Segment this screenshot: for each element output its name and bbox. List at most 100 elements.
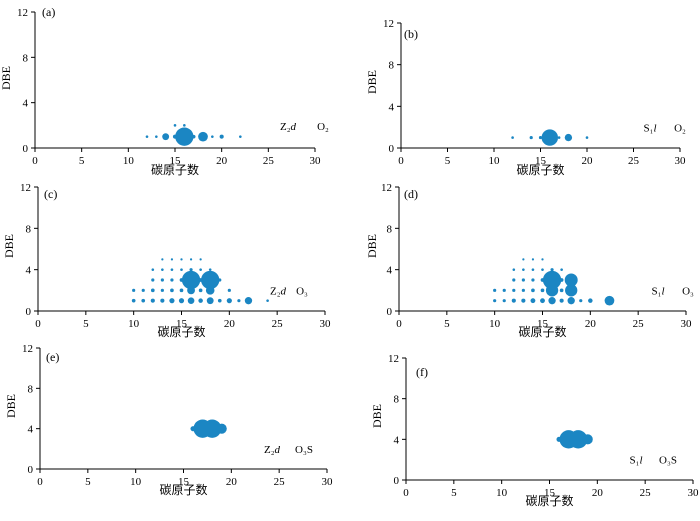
y-tick-label: 0 [23, 143, 29, 155]
data-point-bubble [529, 135, 533, 140]
data-point-bubble [132, 288, 136, 292]
data-point-bubble [189, 258, 193, 261]
x-axis-label: 碳原子数 [518, 324, 566, 339]
y-axis-label: DBE [2, 234, 16, 258]
x-tick-label: 30 [681, 318, 693, 330]
compound-class-annotation: O₂ [317, 121, 329, 133]
data-point-bubble [512, 278, 516, 282]
x-tick-label: 5 [444, 318, 450, 330]
data-point-bubble [493, 299, 497, 303]
data-point-bubble [150, 298, 155, 303]
data-point-bubble [564, 133, 573, 142]
panel-label: (b) [404, 27, 418, 41]
formation-annotation: S₁l [651, 285, 664, 297]
x-tick-label: 0 [398, 155, 404, 167]
data-point-bubble [521, 298, 526, 303]
data-point-bubble [199, 268, 202, 271]
y-tick-label: 12 [383, 18, 394, 30]
data-point-bubble [170, 268, 174, 271]
data-point-bubble [511, 298, 516, 303]
data-point-bubble [208, 268, 212, 271]
data-point-bubble [141, 298, 146, 303]
formation-annotation: Z₂d [264, 444, 281, 456]
x-tick-label: 20 [216, 155, 228, 167]
x-tick-label: 25 [628, 155, 640, 167]
data-point-bubble [557, 136, 561, 139]
y-tick-label: 12 [22, 343, 33, 355]
x-tick-label: 10 [128, 318, 140, 330]
data-point-bubble [199, 258, 202, 261]
x-tick-label: 25 [640, 487, 652, 499]
x-axis-label: 碳原子数 [151, 162, 199, 177]
data-point-bubble [180, 258, 183, 261]
data-point-bubble [160, 288, 164, 292]
data-point-bubble [181, 270, 201, 290]
data-point-bubble [131, 298, 136, 303]
data-point-bubble [530, 298, 536, 304]
data-point-bubble [604, 295, 615, 306]
x-tick-label: 25 [633, 318, 645, 330]
data-point-bubble [266, 299, 269, 302]
data-point-bubble [151, 278, 155, 282]
compound-class-annotation: O₃ [682, 285, 694, 297]
chart-panel-4: 0 5 10 15 20 25 30 0 4 8 12 DBE 碳原子数 (d) S₁l O₃ [365, 182, 694, 339]
data-point-bubble [522, 258, 525, 261]
y-tick-label: 4 [389, 101, 395, 113]
y-axis-label: DBE [365, 234, 379, 258]
compound-class-annotation: O₃S [659, 455, 677, 467]
data-point-bubble [160, 298, 165, 303]
data-point-bubble [187, 297, 195, 304]
data-point-bubble [206, 297, 214, 305]
data-point-bubble [162, 133, 170, 141]
x-tick-label: 5 [451, 487, 457, 499]
data-point-bubble [541, 129, 559, 146]
x-tick-label: 10 [123, 155, 135, 167]
y-tick-label: 0 [387, 306, 393, 318]
x-tick-label: 30 [688, 487, 700, 499]
data-point-bubble [540, 298, 545, 304]
x-axis-label: 碳原子数 [516, 162, 564, 177]
panel-label: (e) [46, 350, 59, 364]
data-point-bubble [564, 273, 578, 287]
x-tick-label: 15 [170, 155, 182, 167]
x-tick-label: 30 [310, 155, 322, 167]
x-tick-label: 0 [32, 155, 38, 167]
x-tick-label: 10 [489, 318, 501, 330]
compound-class-annotation: O₃ [296, 285, 308, 297]
data-point-bubble [565, 284, 578, 297]
y-tick-label: 12 [388, 353, 399, 365]
formation-annotation: Z₂d [270, 285, 287, 297]
x-tick-label: 25 [274, 476, 286, 488]
data-point-bubble [169, 298, 175, 304]
x-tick-label: 0 [396, 318, 402, 330]
data-point-bubble [522, 268, 525, 271]
data-point-bubble [531, 278, 535, 282]
x-tick-label: 30 [322, 476, 334, 488]
panel-label: (d) [404, 187, 418, 201]
data-point-bubble [179, 288, 184, 293]
x-tick-label: 25 [263, 155, 275, 167]
x-tick-label: 20 [585, 318, 597, 330]
data-point-bubble [211, 135, 214, 138]
x-tick-label: 15 [544, 487, 556, 499]
data-point-bubble [173, 124, 177, 127]
panel-label: (c) [44, 187, 57, 201]
data-point-bubble [588, 298, 593, 303]
data-point-bubble [201, 270, 220, 290]
x-tick-label: 20 [592, 487, 604, 499]
data-point-bubble [531, 268, 535, 271]
x-tick-label: 5 [85, 476, 91, 488]
data-point-bubble [155, 135, 158, 138]
data-point-bubble [170, 288, 174, 293]
x-tick-label: 20 [582, 155, 594, 167]
data-point-bubble [161, 268, 164, 271]
data-point-bubble [145, 135, 149, 138]
y-tick-label: 8 [394, 394, 400, 406]
formation-annotation: S₁l [629, 455, 642, 467]
data-point-bubble [160, 278, 164, 282]
y-tick-label: 8 [26, 223, 32, 235]
data-point-bubble [550, 268, 554, 272]
x-tick-label: 0 [37, 476, 43, 488]
x-tick-label: 15 [537, 318, 549, 330]
data-point-bubble [512, 268, 516, 271]
